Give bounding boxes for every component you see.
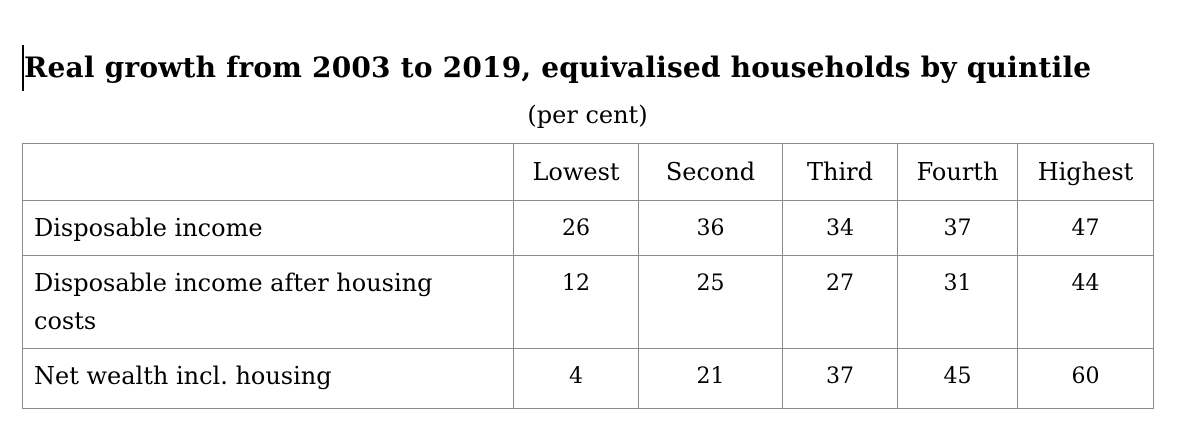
data-cell[interactable]: 27 (782, 255, 898, 350)
row-label[interactable]: Disposable income (22, 200, 514, 257)
table-row-net-wealth: Net wealth incl. housing 4 21 37 45 60 (22, 348, 1154, 410)
data-cell[interactable]: 21 (638, 348, 783, 410)
column-header-fourth[interactable]: Fourth (897, 143, 1018, 202)
data-cell[interactable]: 47 (1017, 200, 1154, 257)
column-header-lowest[interactable]: Lowest (513, 143, 639, 202)
data-cell[interactable]: 25 (638, 255, 783, 350)
column-header-second[interactable]: Second (638, 143, 783, 202)
data-cell[interactable]: 12 (513, 255, 639, 350)
header-row: Lowest Second Third Fourth Highest (22, 143, 1154, 202)
data-cell[interactable]: 4 (513, 348, 639, 410)
data-cell[interactable]: 45 (897, 348, 1018, 410)
data-cell[interactable]: 37 (897, 200, 1018, 257)
document-title[interactable]: Real growth from 2003 to 2019, equivalis… (24, 51, 1092, 84)
corner-cell[interactable] (22, 143, 514, 202)
data-cell[interactable]: 44 (1017, 255, 1154, 350)
row-label[interactable]: Disposable income after housing costs (22, 255, 514, 350)
data-cell[interactable]: 37 (782, 348, 898, 410)
column-header-highest[interactable]: Highest (1017, 143, 1154, 202)
table-subtitle[interactable]: (per cent) (527, 101, 648, 130)
data-cell[interactable]: 31 (897, 255, 1018, 350)
data-cell[interactable]: 60 (1017, 348, 1154, 410)
table-row-disposable-income-after-housing: Disposable income after housing costs 12… (22, 255, 1154, 350)
column-header-third[interactable]: Third (782, 143, 898, 202)
data-cell[interactable]: 26 (513, 200, 639, 257)
data-cell[interactable]: 36 (638, 200, 783, 257)
text-caret (22, 45, 24, 91)
table-row-disposable-income: Disposable income 26 36 34 37 47 (22, 200, 1154, 257)
quintile-growth-table: Lowest Second Third Fourth Highest Dispo… (22, 143, 1154, 410)
row-label[interactable]: Net wealth incl. housing (22, 348, 514, 410)
data-cell[interactable]: 34 (782, 200, 898, 257)
